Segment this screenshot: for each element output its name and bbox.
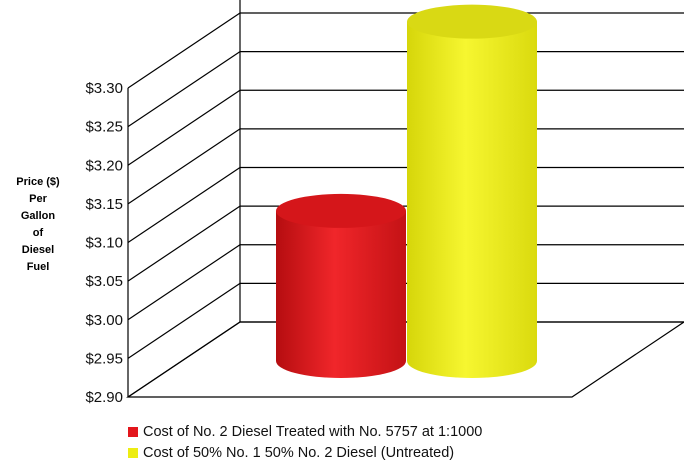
bar-untreated-top (407, 4, 537, 39)
grid-diagonal (127, 205, 241, 282)
bar-untreated-body (407, 21, 537, 379)
grid-diagonal (127, 12, 241, 89)
y-tick-label: $3.00 (85, 312, 123, 329)
y-tick-label: $2.95 (85, 350, 123, 367)
y-axis-label-line: Gallon (21, 210, 56, 222)
grid-diagonal (127, 244, 241, 321)
legend-item-untreated: Cost of 50% No. 1 50% No. 2 Diesel (Untr… (128, 442, 482, 463)
y-tick-label: $3.15 (85, 196, 123, 213)
y-axis-ticks: $2.90 $2.95 $3.00 $3.05 $3.10 $3.15 $3.20 $3.25… (85, 80, 123, 406)
grid-diagonal (127, 51, 241, 128)
y-tick-label: $2.90 (85, 389, 123, 406)
y-axis-label: Price ($) Per Gallon of Diesel Fuel (16, 176, 60, 273)
legend-label-untreated: Cost of 50% No. 1 50% No. 2 Diesel (Untr… (143, 444, 455, 461)
bar-untreated (407, 4, 537, 379)
legend-label-treated: Cost of No. 2 Diesel Treated with No. 57… (143, 423, 483, 440)
chart-floor (126, 321, 684, 398)
y-tick-label: $3.05 (85, 273, 123, 290)
y-tick-label: $3.20 (85, 157, 123, 174)
grid-diagonal (127, 89, 241, 166)
y-axis-label-line: Fuel (27, 261, 50, 273)
legend-swatch-treated (128, 426, 138, 437)
y-axis-label-line: of (33, 227, 44, 239)
bar-treated-body (276, 210, 406, 378)
y-tick-label: $3.25 (85, 119, 123, 136)
y-axis-label-line: Per (29, 193, 47, 205)
y-tick-label: $3.10 (85, 235, 123, 252)
legend-swatch-untreated (128, 447, 138, 458)
legend: Cost of No. 2 Diesel Treated with No. 57… (128, 421, 482, 463)
bar-treated-top (276, 193, 406, 228)
y-axis-label-line: Diesel (22, 244, 54, 256)
bar-treated (276, 193, 406, 378)
grid-diagonal (127, 167, 241, 243)
y-tick-label: $3.30 (85, 80, 123, 97)
grid-diagonal (127, 282, 241, 359)
grid-diagonal (127, 128, 241, 205)
y-axis-label-line: Price ($) (16, 176, 60, 188)
legend-item-treated: Cost of No. 2 Diesel Treated with No. 57… (128, 421, 482, 442)
